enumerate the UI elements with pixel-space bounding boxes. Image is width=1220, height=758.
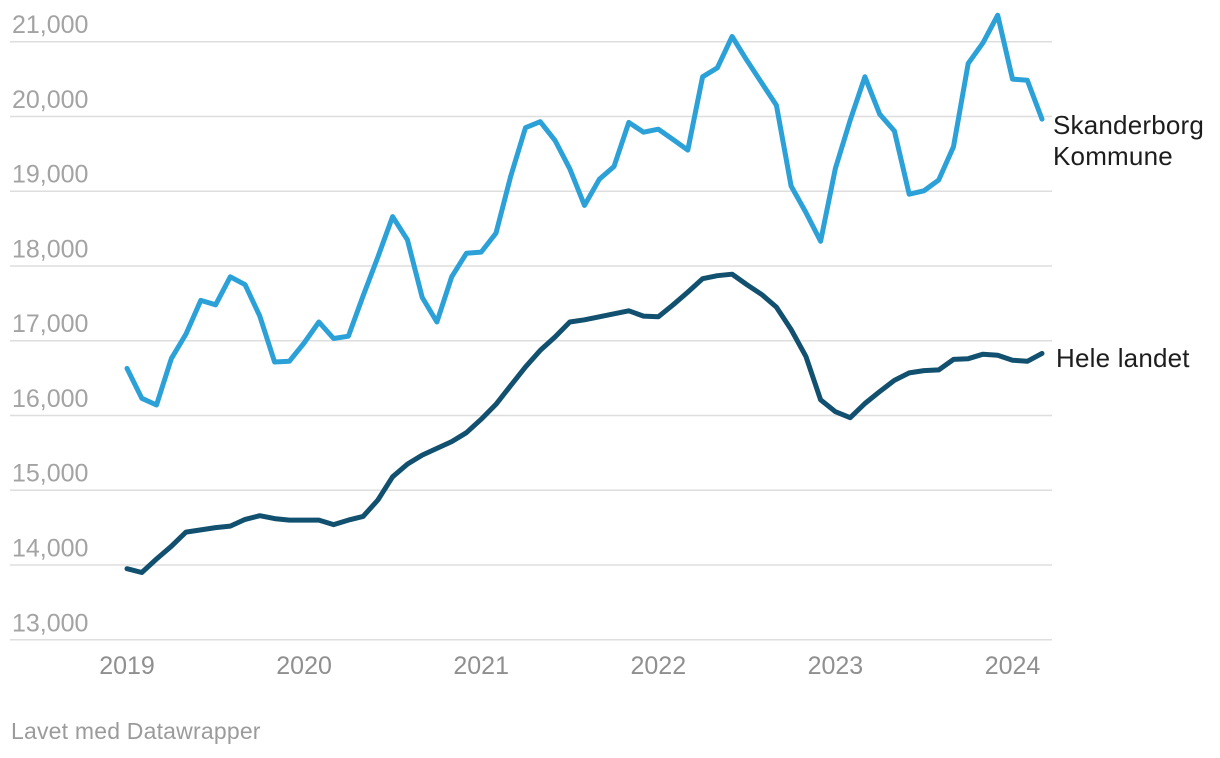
y-tick-label: 13,000 [12, 609, 88, 637]
x-tick-label: 2019 [99, 652, 155, 680]
attribution-text: Lavet med Datawrapper [11, 718, 261, 744]
y-tick-label: 19,000 [12, 161, 88, 189]
x-tick-label: 2023 [808, 652, 864, 680]
y-tick-label: 17,000 [12, 310, 88, 338]
y-tick-label: 14,000 [12, 534, 88, 562]
y-tick-label: 18,000 [12, 235, 88, 263]
x-tick-label: 2020 [276, 652, 332, 680]
x-tick-label: 2021 [453, 652, 509, 680]
series-line-skanderborg-kommune [124, 12, 1045, 408]
x-tick-label: 2024 [985, 652, 1041, 680]
y-tick-label: 15,000 [12, 460, 88, 488]
y-tick-label: 21,000 [12, 11, 88, 39]
series-label-skanderborg-kommune: Skanderborg Kommune [1053, 110, 1205, 171]
x-tick-label: 2022 [630, 652, 686, 680]
y-tick-label: 16,000 [12, 385, 88, 413]
y-tick-label: 20,000 [12, 86, 88, 114]
series-line-hele-landet [124, 271, 1045, 575]
series-label-hele-landet: Hele landet [1056, 343, 1190, 373]
